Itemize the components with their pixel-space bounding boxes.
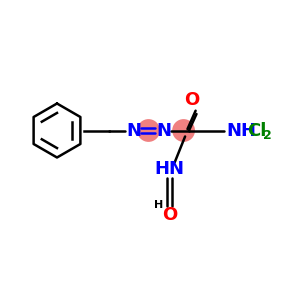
Text: O: O [162, 206, 177, 224]
Text: O: O [184, 91, 199, 109]
Circle shape [137, 119, 160, 142]
Text: Cl: Cl [248, 122, 267, 140]
Text: N: N [126, 122, 141, 140]
Circle shape [172, 119, 195, 142]
Text: NH: NH [226, 122, 256, 140]
Text: N: N [156, 122, 171, 140]
Text: H: H [154, 200, 164, 210]
Text: HN: HN [154, 160, 184, 178]
Text: 2: 2 [262, 129, 271, 142]
